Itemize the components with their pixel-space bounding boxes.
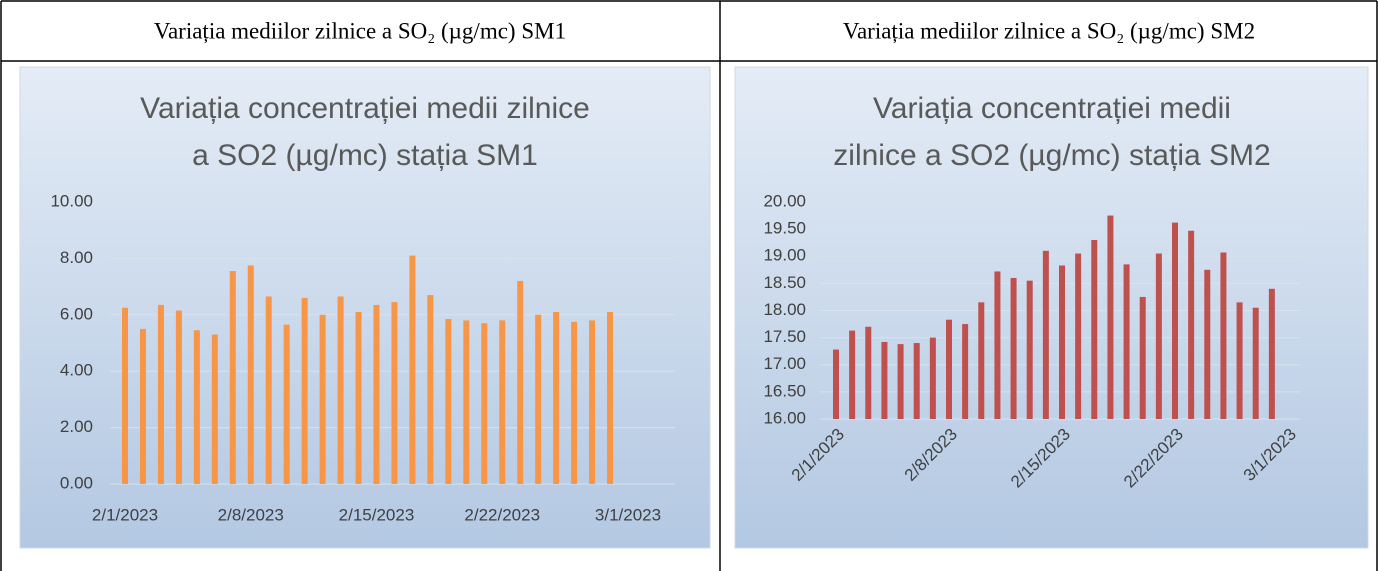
bar xyxy=(1252,307,1259,419)
bar xyxy=(994,271,1001,419)
chart-title: zilnice a SO2 (µg/mc) stația SM2 xyxy=(833,139,1270,172)
y-tick-label: 4.00 xyxy=(60,361,93,380)
bar xyxy=(265,296,272,484)
bar xyxy=(913,343,920,419)
x-tick-label: 2/15/2023 xyxy=(339,505,415,524)
y-tick-label: 17.50 xyxy=(763,327,806,346)
x-tick-label: 2/8/2023 xyxy=(218,505,284,524)
bar xyxy=(139,328,146,484)
y-tick-label: 20.00 xyxy=(763,191,806,210)
y-tick-label: 10.00 xyxy=(50,191,93,210)
bar xyxy=(589,320,596,484)
bar xyxy=(499,320,506,484)
bar xyxy=(865,326,872,419)
bar xyxy=(1107,215,1114,419)
bar xyxy=(122,307,128,484)
bar xyxy=(1268,288,1275,419)
y-tick-label: 18.00 xyxy=(763,300,806,319)
bar xyxy=(193,330,200,484)
chart-area xyxy=(734,66,1369,549)
bar xyxy=(1155,253,1162,419)
bar xyxy=(571,321,578,484)
bar xyxy=(157,304,164,484)
bar xyxy=(881,341,888,419)
bar xyxy=(247,265,254,484)
bar xyxy=(1139,296,1146,419)
y-tick-label: 8.00 xyxy=(60,248,93,267)
bar xyxy=(849,330,856,419)
chart-title: a SO2 (µg/mc) stația SM1 xyxy=(192,139,538,172)
bar xyxy=(337,296,344,484)
bar xyxy=(607,311,614,484)
bar xyxy=(1042,250,1049,419)
bar xyxy=(283,324,290,484)
x-tick-label: 2/22/2023 xyxy=(464,505,540,524)
y-tick-label: 16.50 xyxy=(763,381,806,400)
bar xyxy=(946,319,952,419)
y-tick-label: 0.00 xyxy=(60,473,93,492)
bar xyxy=(445,319,452,484)
y-tick-label: 19.50 xyxy=(763,219,806,238)
bar xyxy=(229,271,236,484)
bar xyxy=(301,297,308,484)
bar xyxy=(211,334,218,484)
bar xyxy=(1172,222,1178,419)
y-tick-label: 16.00 xyxy=(763,408,806,427)
y-tick-label: 2.00 xyxy=(60,417,93,436)
chart-title: Variația concentrației medii xyxy=(873,92,1231,125)
bar xyxy=(1010,277,1017,419)
bar xyxy=(1204,269,1211,419)
y-tick-label: 19.00 xyxy=(763,246,806,265)
bar xyxy=(409,255,416,484)
bar xyxy=(481,323,488,484)
bar xyxy=(391,302,398,484)
bar xyxy=(1188,230,1195,419)
y-tick-label: 6.00 xyxy=(60,304,93,323)
bar xyxy=(463,320,470,484)
table-header: Variația mediilor zilnice a SO₂ (µg/mc) … xyxy=(154,18,566,43)
bar xyxy=(1236,302,1243,419)
bar xyxy=(355,311,362,484)
x-tick-label: 2/1/2023 xyxy=(92,505,158,524)
bar xyxy=(978,302,985,419)
bar xyxy=(1220,252,1227,419)
y-tick-label: 18.50 xyxy=(763,273,806,292)
bar xyxy=(1026,280,1033,419)
bar xyxy=(833,349,839,419)
bar xyxy=(319,314,326,484)
bar xyxy=(535,314,542,484)
bar xyxy=(1075,253,1082,419)
bar xyxy=(897,344,904,419)
table-header: Variația mediilor zilnice a SO₂ (µg/mc) … xyxy=(843,18,1255,43)
bar xyxy=(929,337,936,419)
y-tick-label: 17.00 xyxy=(763,354,806,373)
bar xyxy=(373,304,380,484)
bar xyxy=(1091,239,1098,419)
bar xyxy=(175,310,182,484)
bar xyxy=(1059,265,1065,419)
bar xyxy=(427,295,434,484)
bar xyxy=(1123,264,1130,419)
bar xyxy=(962,324,969,419)
x-tick-label: 3/1/2023 xyxy=(595,505,661,524)
bar xyxy=(517,280,524,484)
chart-title: Variația concentrației medii zilnice xyxy=(140,92,590,125)
bar xyxy=(553,311,560,484)
